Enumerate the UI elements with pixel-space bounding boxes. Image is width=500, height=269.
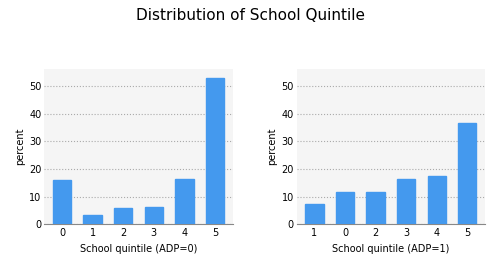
Bar — [53, 180, 71, 224]
Bar — [305, 204, 324, 224]
Y-axis label: percent: percent — [15, 128, 25, 165]
Bar — [144, 207, 163, 224]
X-axis label: School quintile (ADP=1): School quintile (ADP=1) — [332, 244, 450, 254]
Bar — [206, 78, 224, 224]
Bar — [428, 176, 446, 224]
Y-axis label: percent: percent — [268, 128, 278, 165]
Bar — [336, 192, 354, 224]
Bar — [458, 123, 476, 224]
Bar — [84, 215, 102, 224]
Bar — [114, 208, 132, 224]
Bar — [397, 179, 415, 224]
Bar — [175, 179, 194, 224]
X-axis label: School quintile (ADP=0): School quintile (ADP=0) — [80, 244, 197, 254]
Bar — [366, 192, 384, 224]
Text: Distribution of School Quintile: Distribution of School Quintile — [136, 8, 364, 23]
